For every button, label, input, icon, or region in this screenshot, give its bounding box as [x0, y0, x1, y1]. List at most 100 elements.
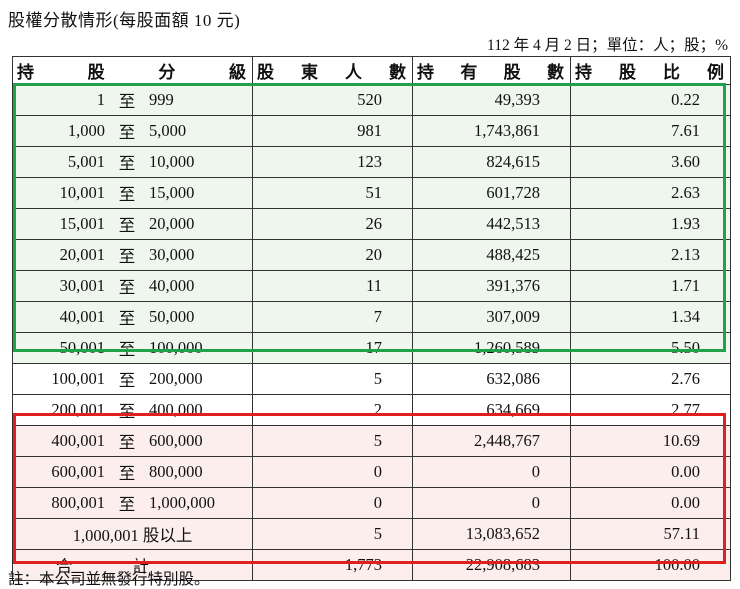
holder-count-cell: 26 [252, 208, 413, 240]
holder-count-cell: 20 [252, 239, 413, 271]
range-from: 40,001 [59, 307, 105, 326]
range-cell: 20,001 至 30,000 [12, 239, 253, 271]
shares-held-cell: 391,376 [412, 270, 571, 302]
table-row: 5,001 至 10,000 123 824,615 3.60 [12, 146, 731, 178]
percentage-cell: 57.11 [570, 518, 731, 550]
range-separator: 至 [118, 185, 136, 204]
range-to: 20,000 [149, 214, 195, 233]
holder-count-cell: 0 [252, 456, 413, 488]
range-separator: 至 [118, 464, 136, 483]
range-separator: 至 [118, 216, 136, 235]
table-row: 30,001 至 40,000 11 391,376 1.71 [12, 270, 731, 302]
table-row: 15,001 至 20,000 26 442,513 1.93 [12, 208, 731, 240]
range-to: 1,000,000 [149, 493, 215, 512]
range-cell: 1 至 999 [12, 84, 253, 116]
shares-held-cell: 442,513 [412, 208, 571, 240]
shares-held-cell: 1,260,589 [412, 332, 571, 364]
percentage-cell: 3.60 [570, 146, 731, 178]
percentage-cell: 2.63 [570, 177, 731, 209]
range-to: 100,000 [149, 338, 203, 357]
range-to: 999 [149, 90, 174, 109]
range-from: 400,001 [51, 431, 105, 450]
range-cell: 200,001 至 400,000 [12, 394, 253, 426]
range-separator: 至 [118, 371, 136, 390]
range-to: 400,000 [149, 400, 203, 419]
range-from: 100,001 [51, 369, 105, 388]
range-from: 50,001 [59, 338, 105, 357]
percentage-cell: 5.50 [570, 332, 731, 364]
holder-count-cell: 981 [252, 115, 413, 147]
range-from: 600,001 [51, 462, 105, 481]
percentage-cell: 0.22 [570, 84, 731, 116]
table-row: 1 至 999 520 49,393 0.22 [12, 84, 731, 116]
percentage-cell: 7.61 [570, 115, 731, 147]
percentage-cell: 0.00 [570, 456, 731, 488]
range-to: 10,000 [149, 152, 195, 171]
range-separator: 至 [118, 278, 136, 297]
range-from: 1,000 [67, 121, 105, 140]
range-from: 200,001 [51, 400, 105, 419]
holder-count-cell: 0 [252, 487, 413, 519]
holder-count-cell: 11 [252, 270, 413, 302]
range-from: 20,001 [59, 245, 105, 264]
header-shares-held: 持有股數 [412, 56, 571, 85]
range-cell: 15,001 至 20,000 [12, 208, 253, 240]
range-from: 10,001 [59, 183, 105, 202]
range-to: 5,000 [149, 121, 187, 140]
percentage-cell: 0.00 [570, 487, 731, 519]
header-percentage: 持股比例 [570, 56, 731, 85]
range-from: 800,001 [51, 493, 105, 512]
range-to: 40,000 [149, 276, 195, 295]
above-million-row-label: 1,000,001 股以上 [12, 518, 253, 550]
shareholding-table: 持股分級 股東人數 持有股數 持股比例 1 至 999 520 49,393 0.22 1,… [12, 56, 731, 581]
percentage-cell: 1.71 [570, 270, 731, 302]
range-cell: 1,000 至 5,000 [12, 115, 253, 147]
range-separator: 至 [118, 433, 136, 452]
shares-held-cell: 0 [412, 456, 571, 488]
shares-held-cell: 632,086 [412, 363, 571, 395]
range-from: 1 [96, 90, 105, 109]
range-separator: 至 [118, 402, 136, 421]
holder-count-cell: 5 [252, 363, 413, 395]
table-row: 800,001 至 1,000,000 0 0 0.00 [12, 487, 731, 519]
header-shareholding-range: 持股分級 [12, 56, 253, 85]
range-cell: 400,001 至 600,000 [12, 425, 253, 457]
holder-count-cell: 520 [252, 84, 413, 116]
range-cell: 30,001 至 40,000 [12, 270, 253, 302]
percentage-cell: 2.13 [570, 239, 731, 271]
range-cell: 50,001 至 100,000 [12, 332, 253, 364]
range-separator: 至 [118, 495, 136, 514]
range-separator: 至 [118, 340, 136, 359]
range-to: 800,000 [149, 462, 203, 481]
percentage-cell: 1.93 [570, 208, 731, 240]
range-cell: 10,001 至 15,000 [12, 177, 253, 209]
range-from: 15,001 [59, 214, 105, 233]
shares-held-cell: 601,728 [412, 177, 571, 209]
table-row: 40,001 至 50,000 7 307,009 1.34 [12, 301, 731, 333]
total-row-label: 合計 [12, 549, 253, 581]
shares-held-cell: 488,425 [412, 239, 571, 271]
shares-held-cell: 2,448,767 [412, 425, 571, 457]
range-separator: 至 [118, 247, 136, 266]
range-cell: 5,001 至 10,000 [12, 146, 253, 178]
percentage-cell: 2.77 [570, 394, 731, 426]
header-holder-count: 股東人數 [252, 56, 413, 85]
range-to: 600,000 [149, 431, 203, 450]
shares-held-cell: 634,669 [412, 394, 571, 426]
date-unit-line: 112 年 4 月 2 日；單位：人；股；% [487, 37, 728, 54]
holder-count-cell: 1,773 [252, 549, 413, 581]
percentage-cell: 10.69 [570, 425, 731, 457]
range-cell: 600,001 至 800,000 [12, 456, 253, 488]
page-title: 股權分散情形(每股面額 10 元) [8, 11, 241, 30]
range-to: 15,000 [149, 183, 195, 202]
shares-held-cell: 22,908,683 [412, 549, 571, 581]
table-row: 10,001 至 15,000 51 601,728 2.63 [12, 177, 731, 209]
table-row: 100,001 至 200,000 5 632,086 2.76 [12, 363, 731, 395]
shares-held-cell: 824,615 [412, 146, 571, 178]
table-row: 20,001 至 30,000 20 488,425 2.13 [12, 239, 731, 271]
footnote: 註：本公司並無發行特別股。 [8, 571, 210, 588]
range-separator: 至 [118, 92, 136, 111]
range-from: 5,001 [67, 152, 105, 171]
holder-count-cell: 5 [252, 425, 413, 457]
holder-count-cell: 123 [252, 146, 413, 178]
